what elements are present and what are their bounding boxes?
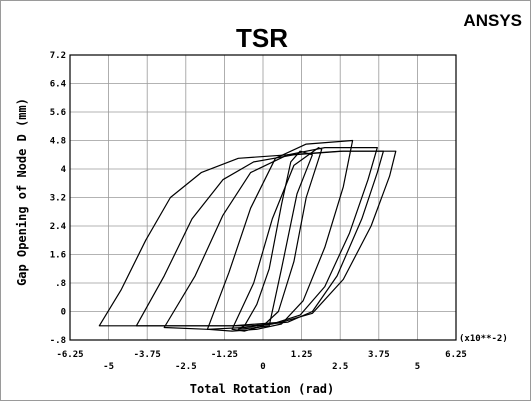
x-tick-label: 0 — [260, 362, 265, 372]
plot-grid — [69, 54, 457, 341]
y-tick-label: 6.4 — [50, 80, 67, 90]
series-loop-3 — [206, 139, 354, 332]
y-tick-label: 7.2 — [50, 51, 66, 61]
x-tick-label: -1.25 — [211, 350, 238, 360]
series-loop-6 — [98, 150, 397, 327]
y-tick-label: 0 — [61, 308, 66, 318]
y-tick-label: 3.2 — [50, 194, 66, 204]
series-loop-5 — [135, 150, 384, 327]
y-tick-label: 5.6 — [50, 108, 66, 118]
y-tick-label: 4 — [61, 165, 67, 175]
plot-frame — [69, 54, 457, 341]
x-tick-label: -6.25 — [56, 350, 83, 360]
series-group — [98, 139, 397, 332]
x-axis-label: Total Rotation (rad) — [190, 382, 335, 396]
y-tick-label: 1.6 — [50, 251, 66, 261]
x-tick-label: 3.75 — [368, 350, 390, 360]
x-multiplier-label: (x10**-2) — [459, 334, 508, 344]
tick-labels: -6.25 -3.75 -1.25 1.25 3.75 6.25 -5 -2.5 0 2.5 5 7.… — [50, 51, 467, 372]
x-tick-label: -3.75 — [134, 350, 161, 360]
y-tick-label: 4.8 — [50, 137, 66, 147]
series-loop-1 — [237, 150, 313, 330]
y-tick-label: -.8 — [50, 336, 66, 346]
x-tick-label: 5 — [415, 362, 420, 372]
series-loop-2 — [231, 147, 323, 332]
x-tick-label: -5 — [103, 362, 114, 372]
x-tick-label: 2.5 — [332, 362, 348, 372]
y-tick-label: .8 — [55, 279, 66, 289]
y-axis-label: Gap Opening of Node D (mm) — [15, 98, 29, 286]
series-loop-4 — [163, 147, 378, 330]
x-tick-label: 1.25 — [291, 350, 313, 360]
y-tick-label: 2.4 — [50, 222, 67, 232]
chart-title: TSR — [236, 23, 288, 53]
x-tick-label: -2.5 — [175, 362, 197, 372]
x-tick-label: 6.25 — [445, 350, 467, 360]
plot-axes — [69, 54, 457, 341]
brand-logo: ANSYS — [463, 11, 522, 30]
